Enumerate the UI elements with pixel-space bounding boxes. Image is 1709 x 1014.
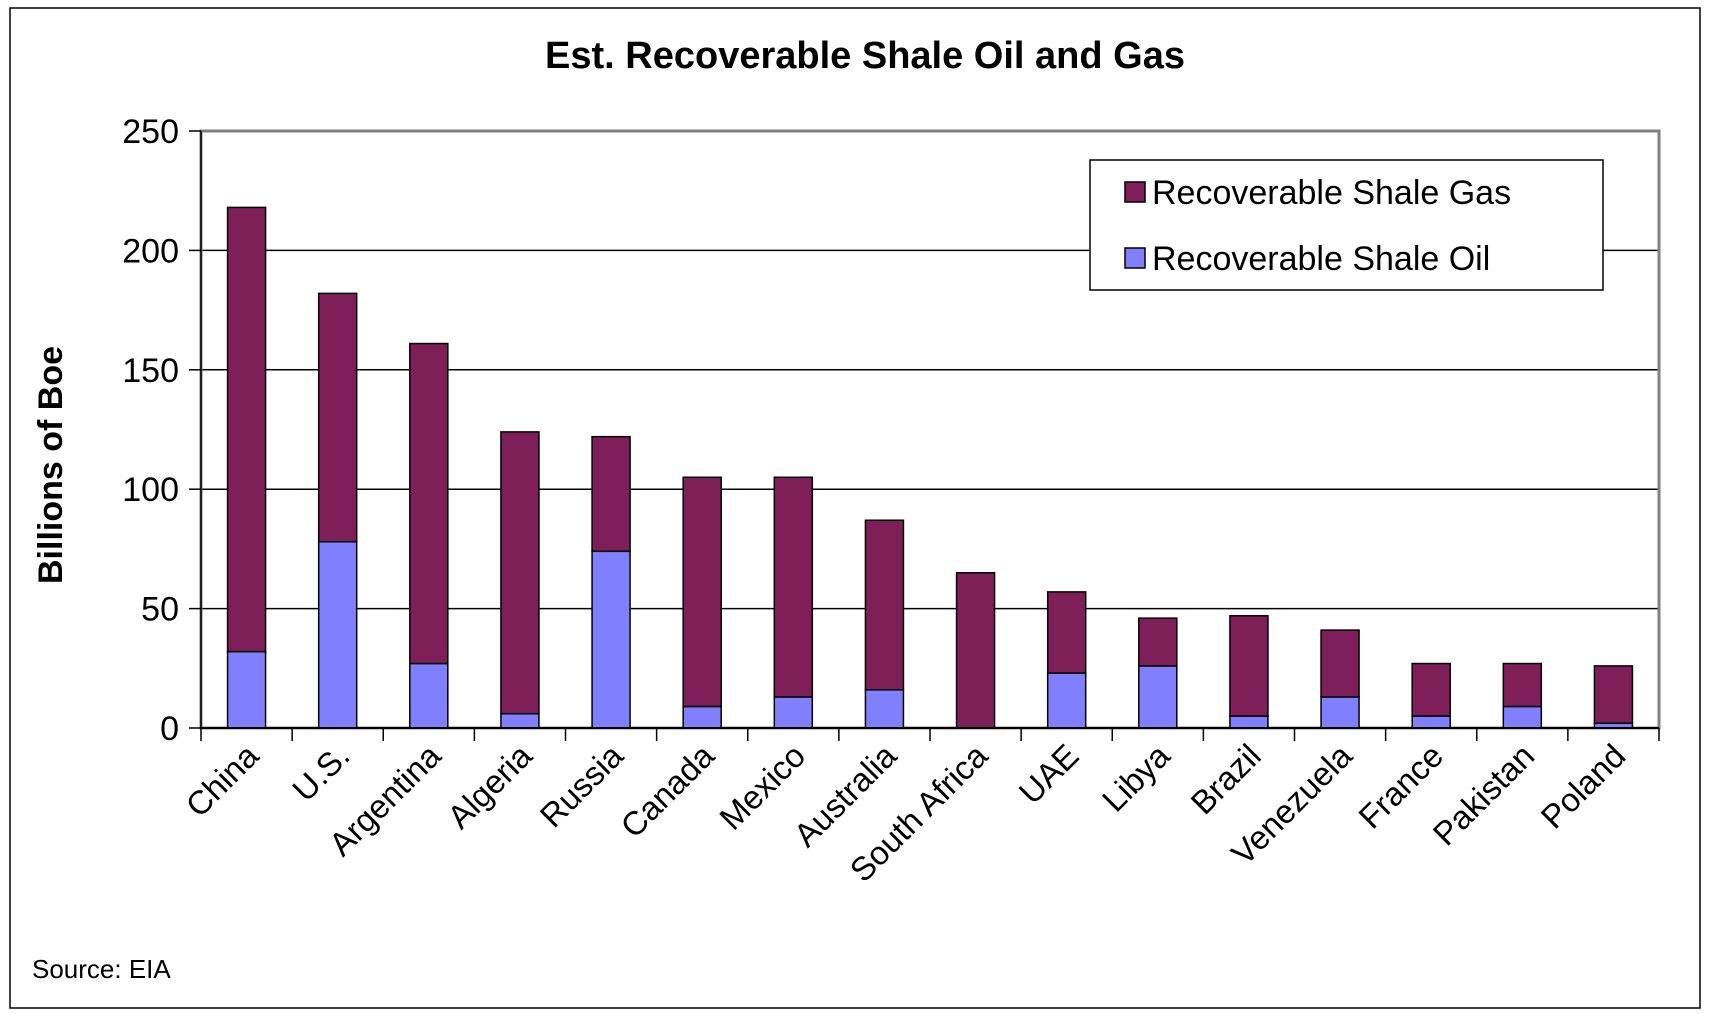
bar-segment-shale-oil [500,712,540,729]
bar-segment-shale-gas [317,292,358,543]
legend-entry: Recoverable Shale Oil [1152,240,1490,278]
bar-segment-shale-oil [591,550,631,729]
bar-segment-shale-gas [1138,617,1178,667]
bar-segment-shale-gas [682,476,722,708]
bar-segment-shale-oil [1411,715,1451,729]
bar-segment-shale-oil [1138,665,1178,729]
y-tick-label: 50 [141,591,179,629]
bar-segment-shale-gas [1046,591,1087,674]
legend: Recoverable Shale Gas Recoverable Shale O… [1089,159,1604,291]
bar-segment-shale-gas [591,435,631,553]
y-axis-label: Billions of Boe [32,346,70,584]
y-tick-label: 0 [160,710,179,748]
y-tick-label: 250 [122,113,179,151]
bar-segment-shale-oil [317,540,358,729]
bar-segment-shale-gas [226,206,267,653]
bar-segment-shale-oil [1320,696,1360,729]
bar-segment-shale-gas [409,342,449,665]
bar-segment-shale-gas [864,519,905,691]
bar-segment-shale-oil [409,662,449,729]
y-tick-label: 100 [122,471,179,509]
bar-segment-shale-gas [1229,615,1269,717]
bar-segment-shale-oil [1046,672,1087,729]
bar-segment-shale-gas [500,431,540,715]
bar-segment-shale-gas [955,572,996,729]
bar-segment-shale-oil [226,650,267,729]
bars [226,206,1634,729]
bar-segment-shale-oil [1502,705,1543,729]
y-tick-label: 150 [122,352,179,390]
bar-segment-shale-oil [773,696,814,729]
bar-segment-shale-gas [1593,665,1634,724]
bar-segment-shale-gas [1411,662,1451,717]
source-note: Source: EIA [32,954,171,984]
bar-segment-shale-oil [1229,715,1269,729]
bar-segment-shale-gas [1320,629,1360,698]
legend-box [1089,159,1604,291]
legend-swatch [1124,181,1146,203]
legend-swatch [1124,247,1146,269]
bar-segment-shale-gas [1502,662,1543,708]
bar-segment-shale-oil [682,705,722,729]
bar-segment-shale-oil [864,689,905,729]
y-tick-label: 200 [122,232,179,270]
chart-title: Est. Recoverable Shale Oil and Gas [545,35,1185,77]
bar-segment-shale-gas [773,476,814,698]
legend-entry: Recoverable Shale Gas [1152,174,1511,212]
